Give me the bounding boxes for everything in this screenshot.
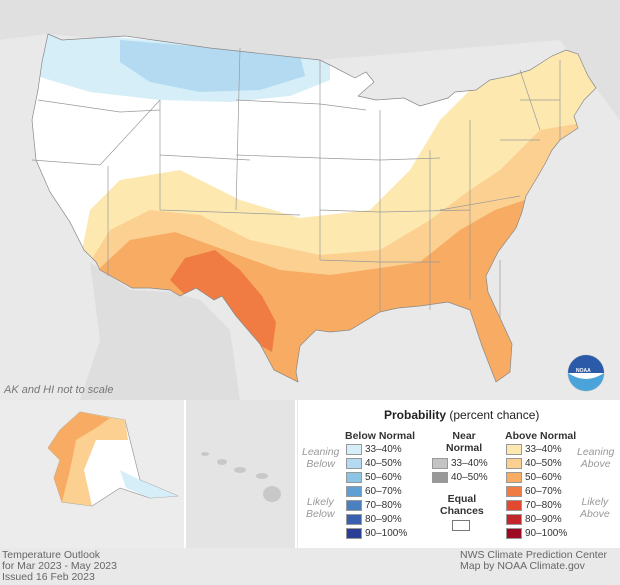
below-swatch-label: 60–70% xyxy=(365,486,402,497)
above-legend-item: 80–90% xyxy=(506,514,562,525)
equal-chances-label: Equal Chances xyxy=(440,493,484,517)
below-swatch-label: 33–40% xyxy=(365,444,402,455)
below-legend-item: 40–50% xyxy=(346,458,402,469)
above-legend-item: 90–100% xyxy=(506,528,567,539)
above-legend-item: 40–50% xyxy=(506,458,562,469)
below-legend-item: 70–80% xyxy=(346,500,402,511)
below-legend-item: 33–40% xyxy=(346,444,402,455)
near-legend-item: 33–40% xyxy=(432,458,488,469)
credit: NWS Climate Prediction Center Map by NOA… xyxy=(460,549,608,572)
below-legend-item: 60–70% xyxy=(346,486,402,497)
likely-below-label: Likely Below xyxy=(306,496,335,520)
hawaii-inset xyxy=(201,452,281,502)
near-swatch-label: 40–50% xyxy=(451,472,488,483)
above-legend-item: 70–80% xyxy=(506,500,562,511)
noaa-logo xyxy=(567,354,605,392)
above-swatch xyxy=(506,514,522,525)
above-swatch xyxy=(506,528,522,539)
below-swatch xyxy=(346,458,362,469)
above-swatch xyxy=(506,486,522,497)
above-swatch-label: 33–40% xyxy=(525,444,562,455)
below-legend-item: 80–90% xyxy=(346,514,402,525)
alaska-inset xyxy=(47,411,179,507)
outlook-title: Temperature Outlook for Mar 2023 - May 2… xyxy=(2,549,117,583)
near-normal-header: Near Normal xyxy=(446,430,483,454)
above-legend-item: 50–60% xyxy=(506,472,562,483)
near-legend-item: 40–50% xyxy=(432,472,488,483)
above-swatch-label: 80–90% xyxy=(525,514,562,525)
below-legend-item: 50–60% xyxy=(346,472,402,483)
above-legend-item: 60–70% xyxy=(506,486,562,497)
below-swatch-label: 70–80% xyxy=(365,500,402,511)
above-swatch-label: 40–50% xyxy=(525,458,562,469)
above-swatch-label: 70–80% xyxy=(525,500,562,511)
leaning-below-label: Leaning Below xyxy=(302,446,340,470)
legend-title: Probability (percent chance) xyxy=(384,408,540,422)
below-swatch xyxy=(346,514,362,525)
above-swatch xyxy=(506,458,522,469)
below-swatch xyxy=(346,472,362,483)
below-swatch xyxy=(346,444,362,455)
above-swatch xyxy=(506,472,522,483)
above-swatch xyxy=(506,444,522,455)
below-swatch-label: 90–100% xyxy=(365,528,408,539)
above-normal-header: Above Normal xyxy=(505,430,577,442)
likely-above-label: Likely Above xyxy=(580,496,610,520)
above-legend-item: 33–40% xyxy=(506,444,562,455)
above-swatch-label: 90–100% xyxy=(525,528,568,539)
above-swatch-label: 50–60% xyxy=(525,472,562,483)
below-swatch-label: 40–50% xyxy=(365,458,402,469)
scale-note: AK and HI not to scale xyxy=(4,384,114,396)
near-swatch xyxy=(432,472,448,483)
below-swatch xyxy=(346,500,362,511)
below-normal-header: Below Normal xyxy=(345,430,416,442)
near-swatch-label: 33–40% xyxy=(451,458,488,469)
above-swatch xyxy=(506,500,522,511)
leaning-above-label: Leaning Above xyxy=(577,446,615,470)
noaa-logo-text: NOAA xyxy=(576,368,591,374)
below-swatch-label: 80–90% xyxy=(365,514,402,525)
equal-chances-swatch xyxy=(452,520,470,531)
near-swatch xyxy=(432,458,448,469)
below-swatch xyxy=(346,528,362,539)
below-swatch xyxy=(346,486,362,497)
below-swatch-label: 50–60% xyxy=(365,472,402,483)
above-swatch-label: 60–70% xyxy=(525,486,562,497)
below-legend-item: 90–100% xyxy=(346,528,407,539)
